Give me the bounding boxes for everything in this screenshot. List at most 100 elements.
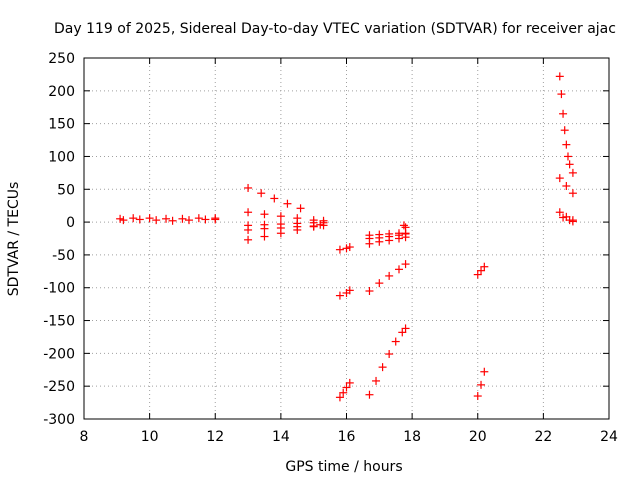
data-point bbox=[244, 225, 253, 234]
data-point bbox=[185, 216, 193, 225]
data-point bbox=[244, 235, 253, 244]
x-tick-label: 12 bbox=[206, 429, 224, 445]
data-point bbox=[244, 183, 253, 192]
data-point bbox=[201, 215, 210, 224]
data-point bbox=[385, 236, 394, 245]
data-point bbox=[365, 390, 374, 399]
data-point bbox=[398, 328, 407, 337]
x-tick-label: 22 bbox=[534, 429, 552, 445]
data-point bbox=[372, 376, 381, 385]
data-point bbox=[560, 126, 569, 135]
data-point bbox=[477, 380, 486, 389]
data-point bbox=[401, 260, 410, 269]
data-point bbox=[335, 393, 344, 402]
data-point bbox=[557, 90, 566, 99]
data-point bbox=[562, 212, 571, 221]
data-point bbox=[296, 204, 305, 213]
x-tick-label: 20 bbox=[469, 429, 487, 445]
data-point bbox=[260, 210, 269, 219]
data-point bbox=[309, 222, 318, 231]
data-point bbox=[559, 109, 568, 118]
data-point bbox=[399, 221, 408, 230]
data-point bbox=[365, 287, 374, 296]
x-axis: 8 10 12 14 16 18 20 22 24 bbox=[80, 58, 618, 445]
data-point bbox=[244, 208, 253, 217]
data-point bbox=[378, 363, 387, 372]
y-tick-label: 0 bbox=[66, 215, 75, 231]
data-point bbox=[568, 189, 577, 198]
grid bbox=[84, 58, 609, 419]
y-tick-label: -50 bbox=[52, 248, 75, 264]
data-point bbox=[316, 220, 325, 229]
data-point bbox=[257, 189, 266, 198]
data-point bbox=[335, 245, 344, 254]
y-tick-label: 100 bbox=[48, 149, 75, 165]
data-point bbox=[116, 214, 125, 223]
data-point bbox=[342, 244, 351, 253]
data-point bbox=[270, 194, 279, 203]
data-point bbox=[563, 152, 572, 161]
x-tick-label: 8 bbox=[80, 429, 89, 445]
data-point bbox=[385, 271, 394, 280]
x-axis-label: GPS time / hours bbox=[285, 459, 402, 475]
data-point bbox=[276, 212, 285, 221]
data-point bbox=[162, 214, 171, 223]
x-tick-label: 24 bbox=[600, 429, 618, 445]
data-point bbox=[375, 279, 384, 288]
y-tick-label: -300 bbox=[43, 412, 75, 428]
data-point bbox=[401, 223, 410, 232]
x-tick-label: 14 bbox=[272, 429, 290, 445]
data-point bbox=[365, 239, 374, 248]
x-tick-label: 10 bbox=[141, 429, 159, 445]
y-axis-label: SDTVAR / TECUs bbox=[6, 182, 22, 297]
data-point bbox=[276, 229, 285, 238]
y-tick-label: 50 bbox=[57, 182, 75, 198]
y-tick-label: -100 bbox=[43, 281, 75, 297]
data-point bbox=[477, 266, 486, 275]
data-point bbox=[152, 216, 161, 225]
y-tick-label: 250 bbox=[48, 51, 75, 67]
data-point bbox=[168, 216, 177, 225]
x-tick-label: 16 bbox=[338, 429, 356, 445]
data-point bbox=[345, 243, 354, 252]
data-point bbox=[129, 214, 138, 223]
data-point bbox=[339, 388, 348, 397]
data-point bbox=[562, 181, 571, 190]
data-point bbox=[335, 291, 344, 300]
data-point bbox=[480, 367, 489, 376]
data-point bbox=[473, 270, 482, 279]
data-point bbox=[565, 160, 574, 169]
data-point bbox=[568, 217, 577, 226]
data-point bbox=[555, 72, 564, 81]
data-point bbox=[395, 265, 403, 274]
data-point bbox=[555, 208, 564, 217]
y-tick-label: -250 bbox=[43, 379, 75, 395]
data-point bbox=[480, 262, 489, 271]
data-point bbox=[345, 286, 354, 295]
data-point bbox=[395, 234, 403, 243]
data-point bbox=[559, 213, 568, 222]
data-point bbox=[342, 383, 351, 392]
data-point bbox=[375, 237, 384, 246]
data-point bbox=[119, 216, 128, 225]
data-point bbox=[194, 214, 203, 223]
x-tick-label: 18 bbox=[403, 429, 421, 445]
data-point bbox=[319, 221, 328, 230]
data-point bbox=[473, 392, 482, 401]
data-point bbox=[568, 168, 577, 177]
data-point bbox=[555, 174, 564, 183]
data-point bbox=[293, 225, 302, 234]
data-point bbox=[145, 214, 154, 223]
data-point bbox=[283, 199, 292, 208]
data-point bbox=[135, 215, 144, 224]
data-point bbox=[345, 378, 354, 387]
y-tick-label: 150 bbox=[48, 117, 75, 133]
chart-title: Day 119 of 2025, Sidereal Day-to-day VTE… bbox=[54, 21, 616, 37]
data-points bbox=[116, 72, 577, 402]
data-point bbox=[391, 337, 400, 346]
data-point bbox=[211, 215, 220, 224]
data-point bbox=[401, 324, 410, 333]
y-tick-label: 200 bbox=[48, 84, 75, 100]
data-point bbox=[385, 350, 394, 359]
